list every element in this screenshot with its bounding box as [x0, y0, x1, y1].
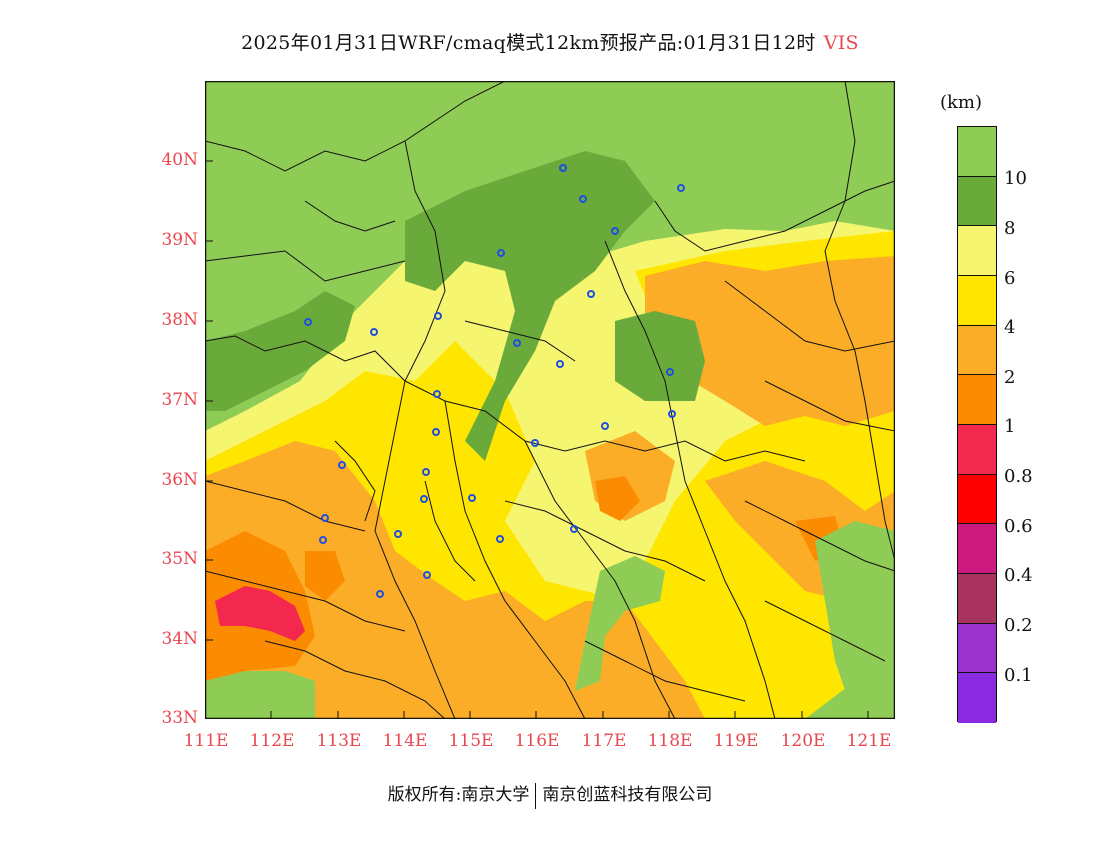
city-marker — [496, 535, 504, 543]
legend-label-0-1: 0.1 — [1004, 665, 1033, 686]
lon-label-121e: 121E — [846, 731, 892, 751]
legend-swatch-0-2-0-4 — [958, 573, 996, 624]
city-marker — [338, 461, 346, 469]
city-marker — [601, 422, 609, 430]
city-marker — [319, 536, 327, 544]
legend-swatch-lt0-1 — [958, 673, 996, 723]
city-marker — [531, 439, 539, 447]
lon-label-115e: 115E — [448, 731, 494, 751]
legend-label-0-6: 0.6 — [1004, 516, 1033, 537]
city-marker — [420, 495, 428, 503]
footer-separator — [535, 782, 537, 809]
legend-label-1: 1 — [1004, 416, 1016, 437]
legend-swatch-4-6 — [958, 275, 996, 326]
lon-label-111e: 111E — [183, 731, 229, 751]
city-marker — [370, 328, 378, 336]
lon-label-119e: 119E — [713, 731, 759, 751]
lon-label-118e: 118E — [647, 731, 693, 751]
legend-label-6: 6 — [1004, 268, 1016, 289]
fill-vis-8-10-east — [615, 311, 705, 401]
legend-label-0-8: 0.8 — [1004, 466, 1033, 487]
city-marker — [423, 571, 431, 579]
city-marker — [432, 428, 440, 436]
city-marker — [570, 525, 578, 533]
legend-label-2: 2 — [1004, 367, 1016, 388]
fill-vis-gt10-se — [815, 521, 895, 719]
legend-swatch-0-1-0-2 — [958, 623, 996, 674]
fill-vis-1-2-b — [305, 551, 345, 601]
legend-label-4: 4 — [1004, 317, 1016, 338]
city-marker — [468, 494, 476, 502]
legend-swatch-0-4-0-6 — [958, 524, 996, 574]
lat-label-35n: 35N — [161, 549, 198, 569]
fill-vis-0-8-1 — [215, 586, 305, 641]
admin-boundaries — [205, 81, 895, 719]
legend-swatch-2-4 — [958, 325, 996, 376]
legend-swatch-gt10 — [958, 127, 996, 177]
city-marker — [668, 410, 676, 418]
legend-label-8: 8 — [1004, 218, 1016, 239]
city-marker — [433, 390, 441, 398]
lon-label-120e: 120E — [780, 731, 826, 751]
legend-swatch-8-10 — [958, 176, 996, 227]
city-marker — [611, 227, 619, 235]
city-marker — [666, 368, 674, 376]
color-legend — [957, 126, 997, 723]
legend-label-10: 10 — [1004, 168, 1027, 189]
copyright-footer: 版权所有:南京大学 南京创蓝科技有限公司 — [0, 780, 1100, 809]
fill-vis-2-4-north — [645, 256, 895, 426]
fill-vis-8-10 — [405, 151, 655, 461]
city-marker — [556, 360, 564, 368]
map-canvas — [205, 81, 895, 719]
city-marker — [422, 468, 430, 476]
city-marker — [497, 249, 505, 257]
city-marker — [559, 164, 567, 172]
city-marker — [434, 312, 442, 320]
chart-title: 2025年01月31日WRF/cmaq模式12km预报产品:01月31日12时 V… — [0, 28, 1100, 55]
lon-label-112e: 112E — [249, 731, 295, 751]
city-marker — [394, 530, 402, 538]
city-marker — [513, 339, 521, 347]
lon-label-116e: 116E — [514, 731, 560, 751]
lon-label-117e: 117E — [581, 731, 627, 751]
lon-label-113e: 113E — [316, 731, 362, 751]
fill-vis-2-4 — [205, 441, 705, 719]
lat-label-38n: 38N — [161, 310, 198, 330]
city-marker — [321, 514, 329, 522]
fill-vis-gt10-south — [575, 556, 665, 691]
fill-vis-8-10-west — [205, 291, 355, 411]
city-marker — [587, 290, 595, 298]
lat-label-34n: 34N — [161, 629, 198, 649]
city-marker — [579, 195, 587, 203]
city-marker — [677, 184, 685, 192]
axis-ticks — [205, 160, 869, 719]
city-markers — [304, 164, 685, 598]
city-marker — [304, 318, 312, 326]
lat-label-36n: 36N — [161, 470, 198, 490]
legend-label-0-4: 0.4 — [1004, 565, 1033, 586]
legend-unit: (km) — [940, 92, 983, 113]
copyright-left: 版权所有:南京大学 — [387, 785, 530, 805]
fill-vis-gt10-sw — [205, 671, 315, 719]
map-frame — [205, 81, 895, 719]
lat-label-40n: 40N — [161, 150, 198, 170]
lat-label-37n: 37N — [161, 390, 198, 410]
vis-forecast-map — [205, 81, 895, 719]
lat-label-33n: 33N — [161, 708, 198, 728]
city-marker — [376, 590, 384, 598]
copyright-right: 南京创蓝科技有限公司 — [542, 785, 713, 805]
lat-label-39n: 39N — [161, 230, 198, 250]
legend-label-0-2: 0.2 — [1004, 615, 1033, 636]
legend-swatch-6-8 — [958, 226, 996, 276]
legend-swatch-0-8-1 — [958, 424, 996, 475]
legend-swatch-0-6-0-8 — [958, 474, 996, 525]
title-main: 2025年01月31日WRF/cmaq模式12km预报产品:01月31日12时 — [241, 32, 816, 54]
fill-vis-1-2-c — [595, 476, 640, 521]
legend-swatch-1-2 — [958, 375, 996, 425]
lon-label-114e: 114E — [382, 731, 428, 751]
title-variable: VIS — [823, 32, 859, 54]
